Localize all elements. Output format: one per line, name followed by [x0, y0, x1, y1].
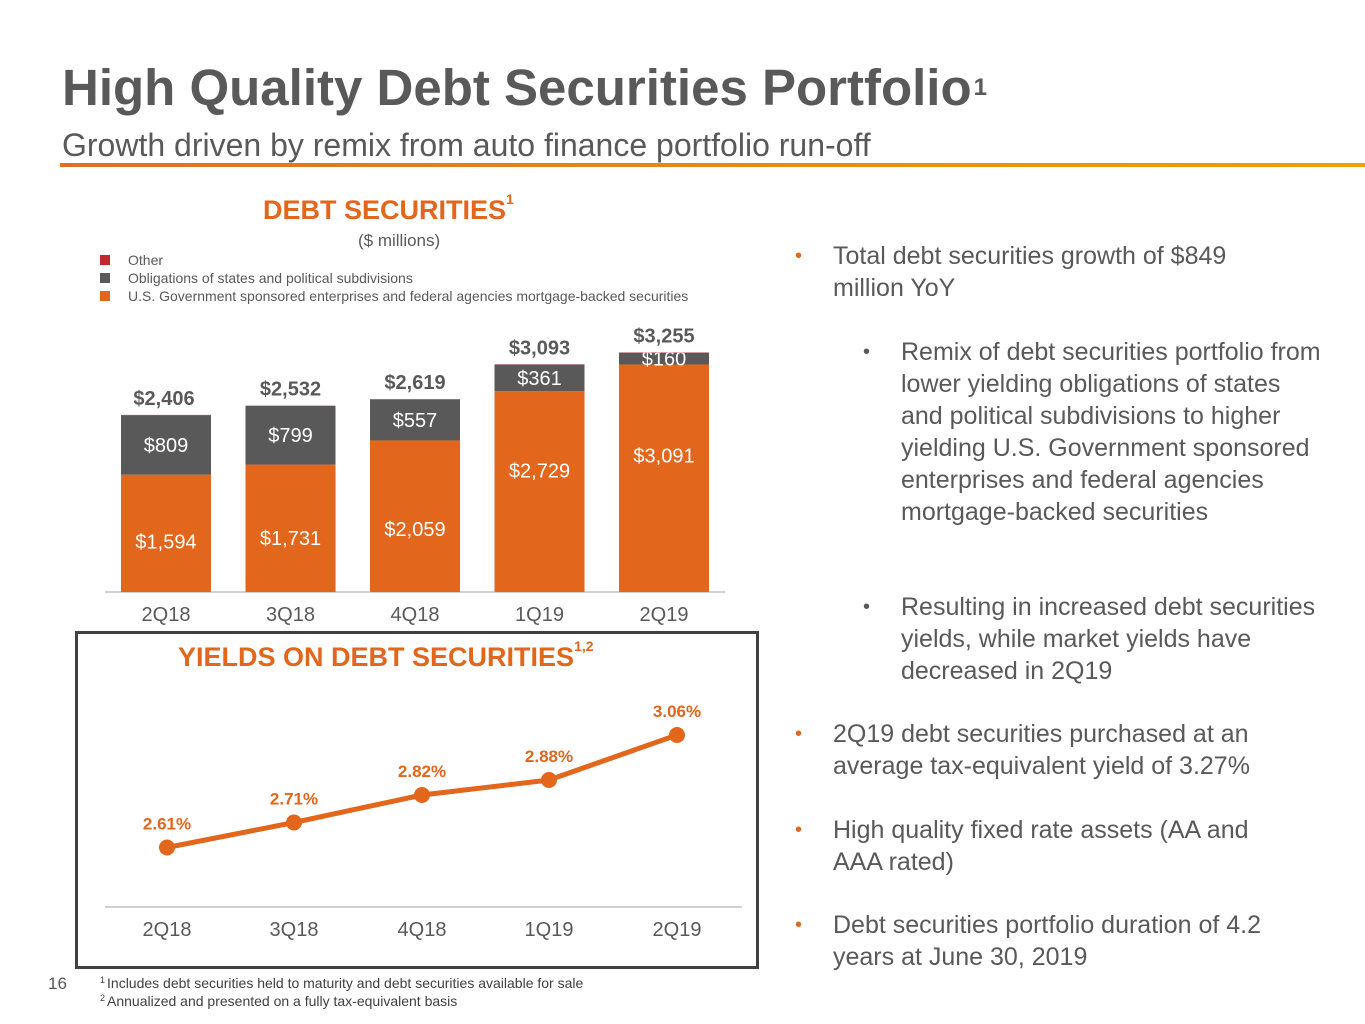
x-tick-label: 4Q18	[398, 919, 447, 941]
bar-value-label: $2,059	[384, 519, 445, 541]
bar-segment	[494, 364, 585, 392]
bar-value-label: $557	[393, 410, 438, 432]
legend-label-obligations: Obligations of states and political subd…	[128, 270, 413, 286]
bar-segment	[619, 364, 709, 592]
page-subtitle: Growth driven by remix from auto finance…	[62, 127, 871, 163]
footnote-2: 2 Annualized and presented on a fully tax…	[100, 993, 458, 1009]
debt-securities-bar-chart: $1,594 $809 $2,406 2Q18 $1,731 $799 $2,532 3Q18…	[105, 325, 725, 626]
bar-total-label: $2,619	[384, 372, 445, 394]
legend-item-other: Other	[100, 251, 688, 269]
bullet-marker: •	[795, 819, 803, 841]
yield-data-label: 2.82%	[398, 762, 446, 781]
legend-item-mbs: U.S. Government sponsored enterprises an…	[100, 287, 688, 305]
legend-swatch-other	[100, 255, 110, 265]
bar-value-label: $799	[268, 425, 313, 447]
legend-swatch-mbs	[100, 291, 110, 301]
footnote-1: 1 Includes debt securities held to maturi…	[100, 975, 584, 991]
bar-total-label: $3,255	[633, 325, 694, 347]
legend-item-obligations: Obligations of states and political subd…	[100, 269, 688, 287]
bar-value-label: $809	[144, 435, 189, 457]
yield-data-label: 2.88%	[525, 747, 573, 766]
bar-value-label: $361	[517, 368, 562, 390]
yields-chart-box	[75, 631, 759, 969]
bullet-marker: •	[795, 914, 803, 936]
title-rule	[60, 163, 1365, 167]
page-title: High Quality Debt Securities Portfolio1	[62, 59, 987, 116]
bar-total-label: $2,532	[260, 379, 321, 401]
yield-data-label: 2.61%	[143, 815, 191, 834]
bullet-item: • High quality fixed rate assets (AA and…	[795, 816, 1249, 876]
yields-line-chart: 2.61% 2Q18 2.71% 3Q18 2.82% 4Q18 2.88% 1Q19 3.06…	[105, 702, 742, 941]
bullet-item: • 2Q19 debt securities purchased at an a…	[795, 720, 1250, 780]
x-tick-label: 1Q19	[515, 604, 564, 626]
x-tick-label: 2Q18	[142, 604, 191, 626]
bullet-item: • Total debt securities growth of $849 m…	[795, 242, 1227, 302]
x-tick-label: 1Q19	[525, 919, 574, 941]
x-tick-label: 2Q19	[653, 919, 702, 941]
bar-segment	[121, 415, 211, 475]
yield-point	[669, 727, 685, 743]
bar-segment	[245, 464, 336, 592]
bar-value-label: $160	[642, 349, 687, 371]
yield-point	[286, 814, 302, 831]
legend-swatch-obligations	[100, 273, 110, 283]
bar-segment	[494, 391, 585, 592]
yield-point	[159, 839, 175, 856]
bar-value-label: $1,594	[135, 532, 196, 554]
bar-value-label: $1,731	[260, 528, 321, 550]
bullet-marker: •	[863, 341, 871, 363]
bar-segment	[121, 474, 211, 592]
yield-data-label: 2.71%	[270, 790, 318, 809]
bar-value-label: $2,729	[509, 460, 570, 482]
bar-segment	[370, 399, 460, 441]
debt-chart-legend: Other Obligations of states and politica…	[100, 251, 688, 305]
debt-chart-title: DEBT SECURITIES1	[263, 191, 514, 225]
yields-chart-title: YIELDS ON DEBT SECURITIES1,2	[178, 638, 594, 672]
debt-chart-units: ($ millions)	[358, 231, 441, 250]
x-tick-label: 3Q18	[266, 604, 315, 626]
yield-point	[541, 772, 557, 788]
x-tick-label: 2Q18	[143, 919, 192, 941]
bar-value-label: $3,091	[633, 445, 694, 467]
bullet-marker: •	[795, 723, 803, 745]
x-tick-label: 2Q19	[640, 604, 689, 626]
legend-label-mbs: U.S. Government sponsored enterprises an…	[128, 288, 689, 304]
yield-point	[414, 787, 430, 803]
bar-segment	[245, 405, 336, 465]
bar-segment	[619, 352, 709, 365]
bullet-item: • Remix of debt securities portfolio fro…	[863, 338, 1321, 526]
bullet-item: • Resulting in increased debt securities…	[863, 593, 1316, 685]
bullet-marker: •	[863, 596, 871, 618]
bar-total-label: $2,406	[133, 388, 194, 410]
x-tick-label: 3Q18	[270, 919, 319, 941]
page-number: 16	[48, 974, 67, 993]
bullet-item: • Debt securities portfolio duration of …	[795, 911, 1262, 971]
yield-data-label: 3.06%	[653, 702, 701, 721]
legend-label-other: Other	[128, 252, 164, 268]
bullet-marker: •	[795, 245, 803, 267]
bar-total-label: $3,093	[509, 337, 570, 359]
bar-segment	[370, 440, 460, 592]
x-tick-label: 4Q18	[391, 604, 440, 626]
